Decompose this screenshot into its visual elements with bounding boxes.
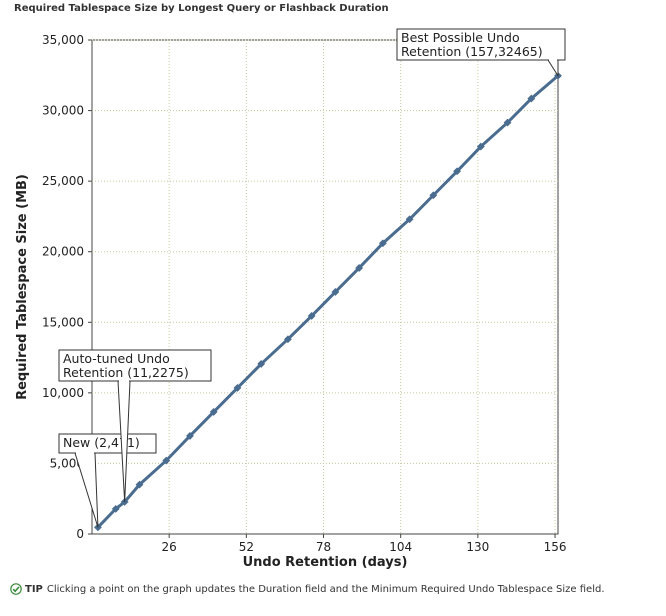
data-point[interactable] (283, 335, 292, 344)
x-tick-label: 156 (544, 540, 567, 554)
data-point[interactable] (331, 288, 340, 296)
callout-box (58, 433, 157, 454)
tip-line: TIP Clicking a point on the graph update… (10, 583, 605, 595)
callout-box (396, 28, 566, 61)
data-point[interactable] (527, 94, 536, 103)
y-tick-label: 20,000 (42, 245, 84, 259)
annotation-text: Best Possible Undo (401, 30, 520, 45)
annotation-text: Auto-tuned Undo (63, 351, 170, 366)
data-point[interactable] (429, 191, 438, 200)
x-axis-label: Undo Retention (days) (243, 555, 408, 570)
y-axis-label: Required Tablespace Size (MB) (15, 174, 30, 400)
y-tick-label: 35,000 (42, 33, 84, 47)
y-tick-label: 0 (76, 527, 84, 541)
data-point[interactable] (209, 408, 218, 416)
data-point[interactable] (355, 264, 364, 272)
annotation-text: New (2,471) (63, 435, 140, 450)
callout-box (58, 349, 212, 382)
y-tick-label: 5,000 (50, 456, 84, 470)
data-point[interactable] (476, 142, 485, 151)
data-point[interactable] (405, 215, 414, 224)
x-tick-label: 52 (239, 540, 254, 554)
callout-pointer (74, 452, 99, 528)
x-axis-ticks: 26 52 78 104 130 156 (162, 534, 567, 554)
y-tick-label: 25,000 (42, 174, 84, 188)
tip-text: Clicking a point on the graph updates th… (46, 583, 605, 595)
x-tick-label: 104 (389, 540, 412, 554)
chart-title: Required Tablespace Size by Longest Quer… (14, 3, 389, 14)
y-tick-label: 30,000 (42, 104, 84, 118)
data-point[interactable] (378, 239, 387, 248)
grid-lines (92, 39, 558, 534)
y-tick-label: 15,000 (42, 315, 84, 329)
annotation-text: Retention (157,32465) (401, 44, 543, 59)
data-point[interactable] (307, 312, 316, 320)
data-point[interactable] (503, 118, 512, 127)
x-tick-label: 78 (316, 540, 331, 554)
data-point[interactable] (135, 480, 144, 489)
check-icon (10, 583, 22, 595)
annotation-text: Retention (11,2275) (63, 365, 189, 380)
annotation-callout: New (2,471) (58, 433, 157, 528)
data-point[interactable] (257, 360, 266, 368)
data-point[interactable] (186, 431, 194, 440)
y-tick-label: 10,000 (42, 386, 84, 400)
data-point[interactable] (111, 504, 120, 513)
data-point[interactable] (453, 167, 461, 176)
y-axis-ticks: 0 5,000 10,000 15,000 20,000 25,000 30,000 35,0… (42, 33, 92, 541)
data-point[interactable] (233, 384, 242, 392)
line-chart[interactable]: 0 5,000 10,000 15,000 20,000 25,000 30,000 35,0… (0, 0, 666, 580)
x-tick-label: 26 (162, 540, 177, 554)
x-tick-label: 130 (466, 540, 489, 554)
series-group[interactable] (94, 71, 562, 532)
tip-label: TIP (25, 583, 43, 595)
plot-area (91, 39, 559, 535)
data-point[interactable] (162, 456, 171, 465)
